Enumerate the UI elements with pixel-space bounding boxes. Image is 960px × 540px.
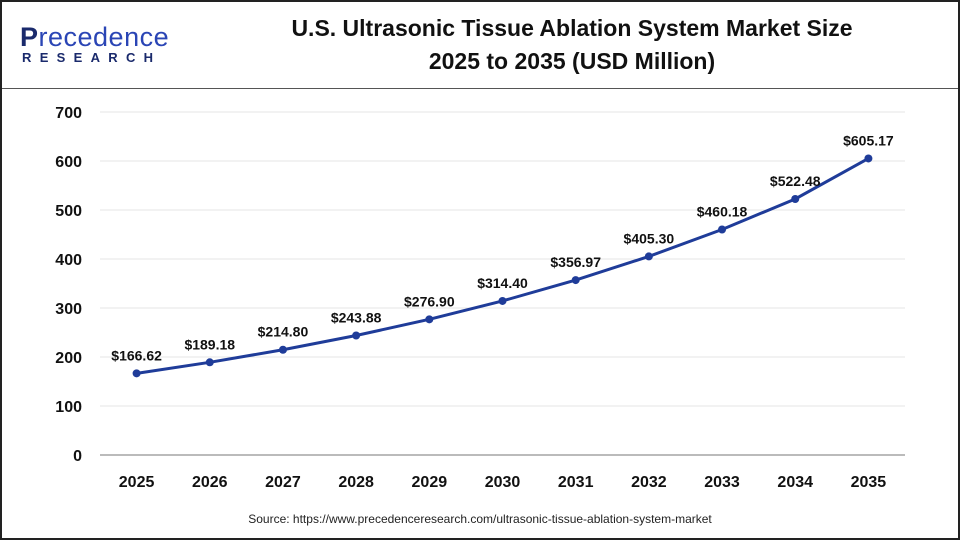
data-label: $166.62 [111, 347, 162, 363]
data-label: $314.40 [477, 275, 528, 291]
data-point [205, 358, 214, 367]
x-tick-label: 2027 [265, 474, 301, 491]
logo-letter: P [20, 22, 39, 52]
x-tick-label: 2033 [704, 474, 740, 491]
chart-title: U.S. Ultrasonic Tissue Ablation System M… [212, 12, 932, 78]
data-point [718, 225, 727, 234]
y-tick-label: 0 [73, 448, 82, 465]
x-tick-label: 2028 [338, 474, 374, 491]
data-point [278, 345, 287, 354]
data-point [352, 331, 361, 340]
x-tick-label: 2031 [558, 474, 594, 491]
x-tick-label: 2029 [412, 474, 448, 491]
data-label: $214.80 [258, 324, 309, 340]
data-label: $460.18 [697, 204, 748, 220]
source-text: Source: https://www.precedenceresearch.c… [248, 512, 712, 526]
x-tick-label: 2034 [777, 474, 813, 491]
data-label: $189.18 [184, 336, 235, 352]
y-tick-label: 500 [55, 203, 82, 220]
x-tick-label: 2030 [485, 474, 521, 491]
data-label: $243.88 [331, 309, 382, 325]
data-point [791, 194, 800, 203]
y-tick-label: 700 [55, 105, 82, 122]
data-point [571, 276, 580, 285]
y-tick-label: 100 [55, 399, 82, 416]
y-tick-label: 200 [55, 350, 82, 367]
data-label: $522.48 [770, 173, 821, 189]
series-line [136, 157, 870, 375]
data-point [132, 369, 141, 378]
logo-subtitle: RESEARCH [22, 50, 162, 65]
title-line-2: 2025 to 2035 (USD Million) [428, 48, 716, 74]
x-tick-label: 2026 [192, 474, 228, 491]
x-tick-label: 2032 [631, 474, 667, 491]
x-tick-label: 2035 [851, 474, 887, 491]
y-tick-label: 400 [55, 252, 82, 269]
logo-word: recedence [38, 22, 170, 52]
y-tick-label: 600 [55, 154, 82, 171]
data-label: $605.17 [843, 132, 894, 148]
precedence-research-logo: Precedence RESEARCH [20, 24, 169, 66]
y-tick-label: 300 [55, 301, 82, 318]
x-tick-label: 2025 [119, 474, 155, 491]
data-point [425, 315, 434, 324]
header: Precedence RESEARCH U.S. Ultrasonic Tiss… [2, 2, 958, 89]
data-label: $276.90 [404, 293, 455, 309]
data-label: $356.97 [550, 254, 601, 270]
data-point [864, 154, 873, 163]
data-point [498, 296, 507, 305]
data-point [644, 252, 653, 261]
title-line-1: U.S. Ultrasonic Tissue Ablation System M… [291, 15, 853, 41]
data-label: $405.30 [624, 230, 675, 246]
